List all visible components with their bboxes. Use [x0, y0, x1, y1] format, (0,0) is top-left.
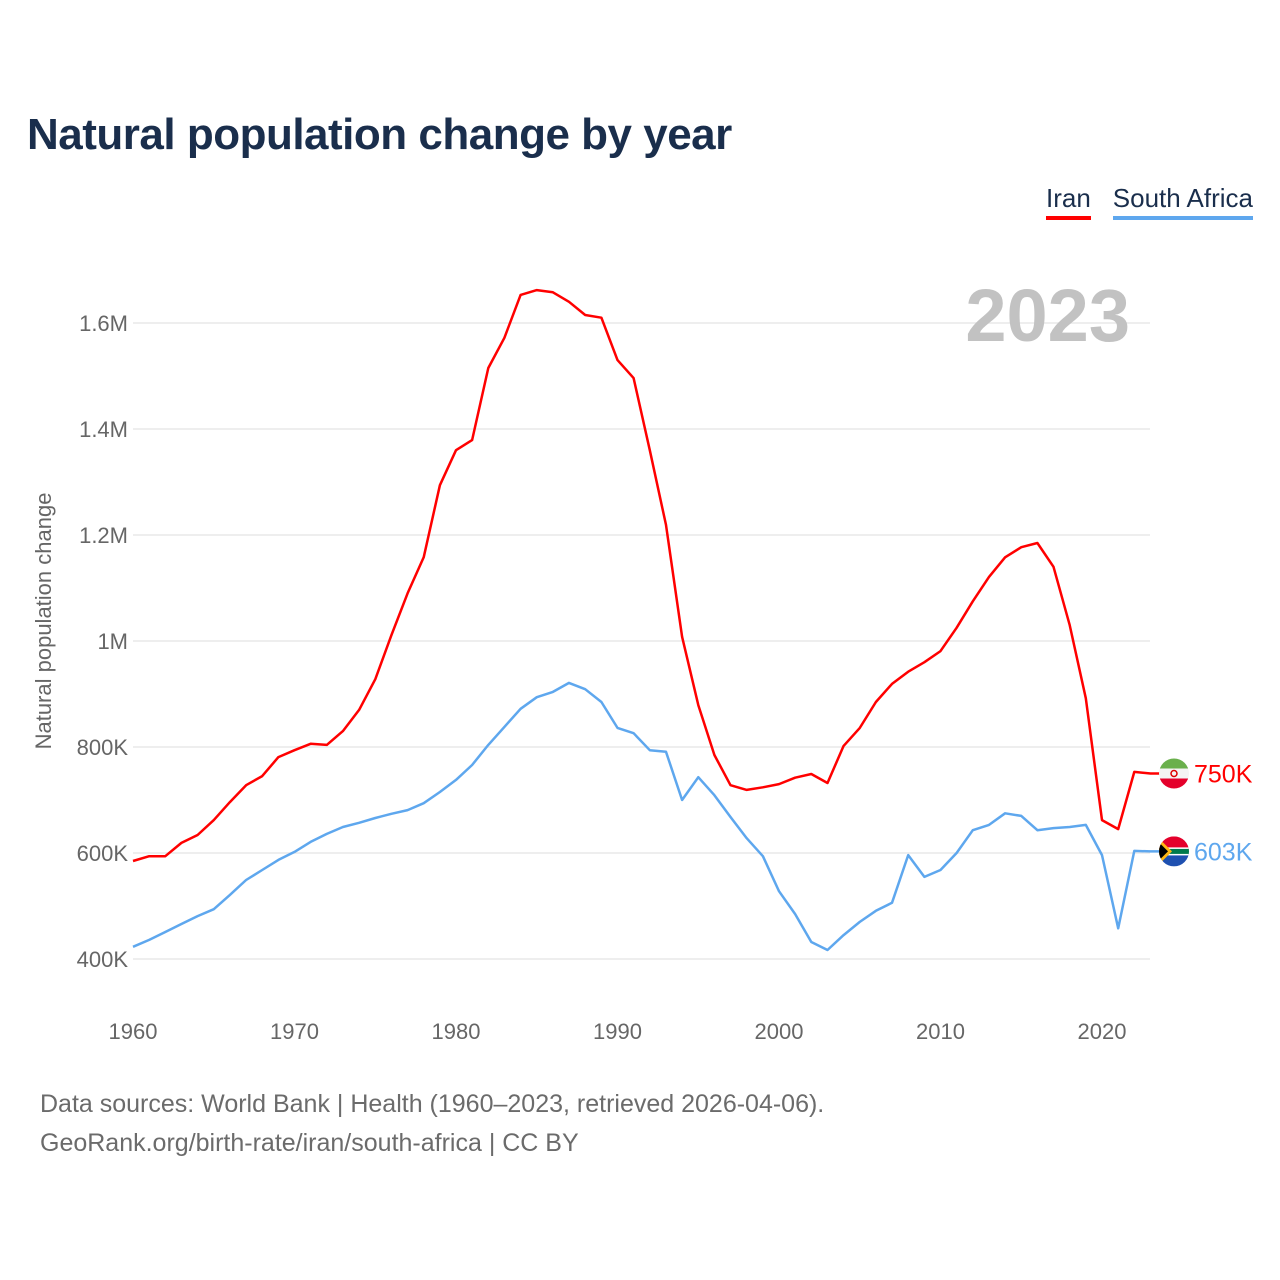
legend-item-iran[interactable]: Iran — [1045, 183, 1091, 220]
legend-item-south-africa[interactable]: South Africa — [1112, 183, 1253, 220]
footer: Data sources: World Bank | Health (1960–… — [40, 1085, 824, 1163]
year-watermark: 2023 — [965, 274, 1130, 357]
x-tick-label: 2020 — [1078, 1019, 1127, 1044]
y-tick-label: 1.2M — [79, 523, 128, 548]
x-tick-label: 1980 — [432, 1019, 481, 1044]
y-tick-label: 400K — [77, 947, 129, 972]
y-tick-label: 800K — [77, 735, 129, 760]
y-tick-label: 1.6M — [79, 311, 128, 336]
y-tick-label: 1M — [97, 629, 128, 654]
x-tick-label: 2010 — [916, 1019, 965, 1044]
y-tick-label: 600K — [77, 841, 129, 866]
y-tick-label: 1.4M — [79, 417, 128, 442]
chart-title: Natural population change by year — [27, 110, 732, 159]
iran-flag-icon — [1159, 758, 1189, 789]
end-value-label: 750K — [1194, 761, 1253, 789]
legend: Iran South Africa — [1045, 183, 1253, 220]
south-africa-flag-icon — [1159, 836, 1189, 867]
x-tick-label: 1960 — [109, 1019, 158, 1044]
series-line-iran — [132, 288, 1160, 863]
y-axis-label: Natural population change — [31, 493, 56, 750]
footer-link[interactable]: GeoRank.org/birth-rate/iran/south-africa… — [40, 1129, 579, 1157]
x-tick-label: 2000 — [755, 1019, 804, 1044]
end-value-label: 603K — [1194, 838, 1253, 866]
x-tick-label: 1970 — [270, 1019, 319, 1044]
x-tick-label: 1990 — [593, 1019, 642, 1044]
series-line-south-africa — [132, 681, 1160, 952]
footer-sources: Data sources: World Bank | Health (1960–… — [40, 1090, 825, 1118]
